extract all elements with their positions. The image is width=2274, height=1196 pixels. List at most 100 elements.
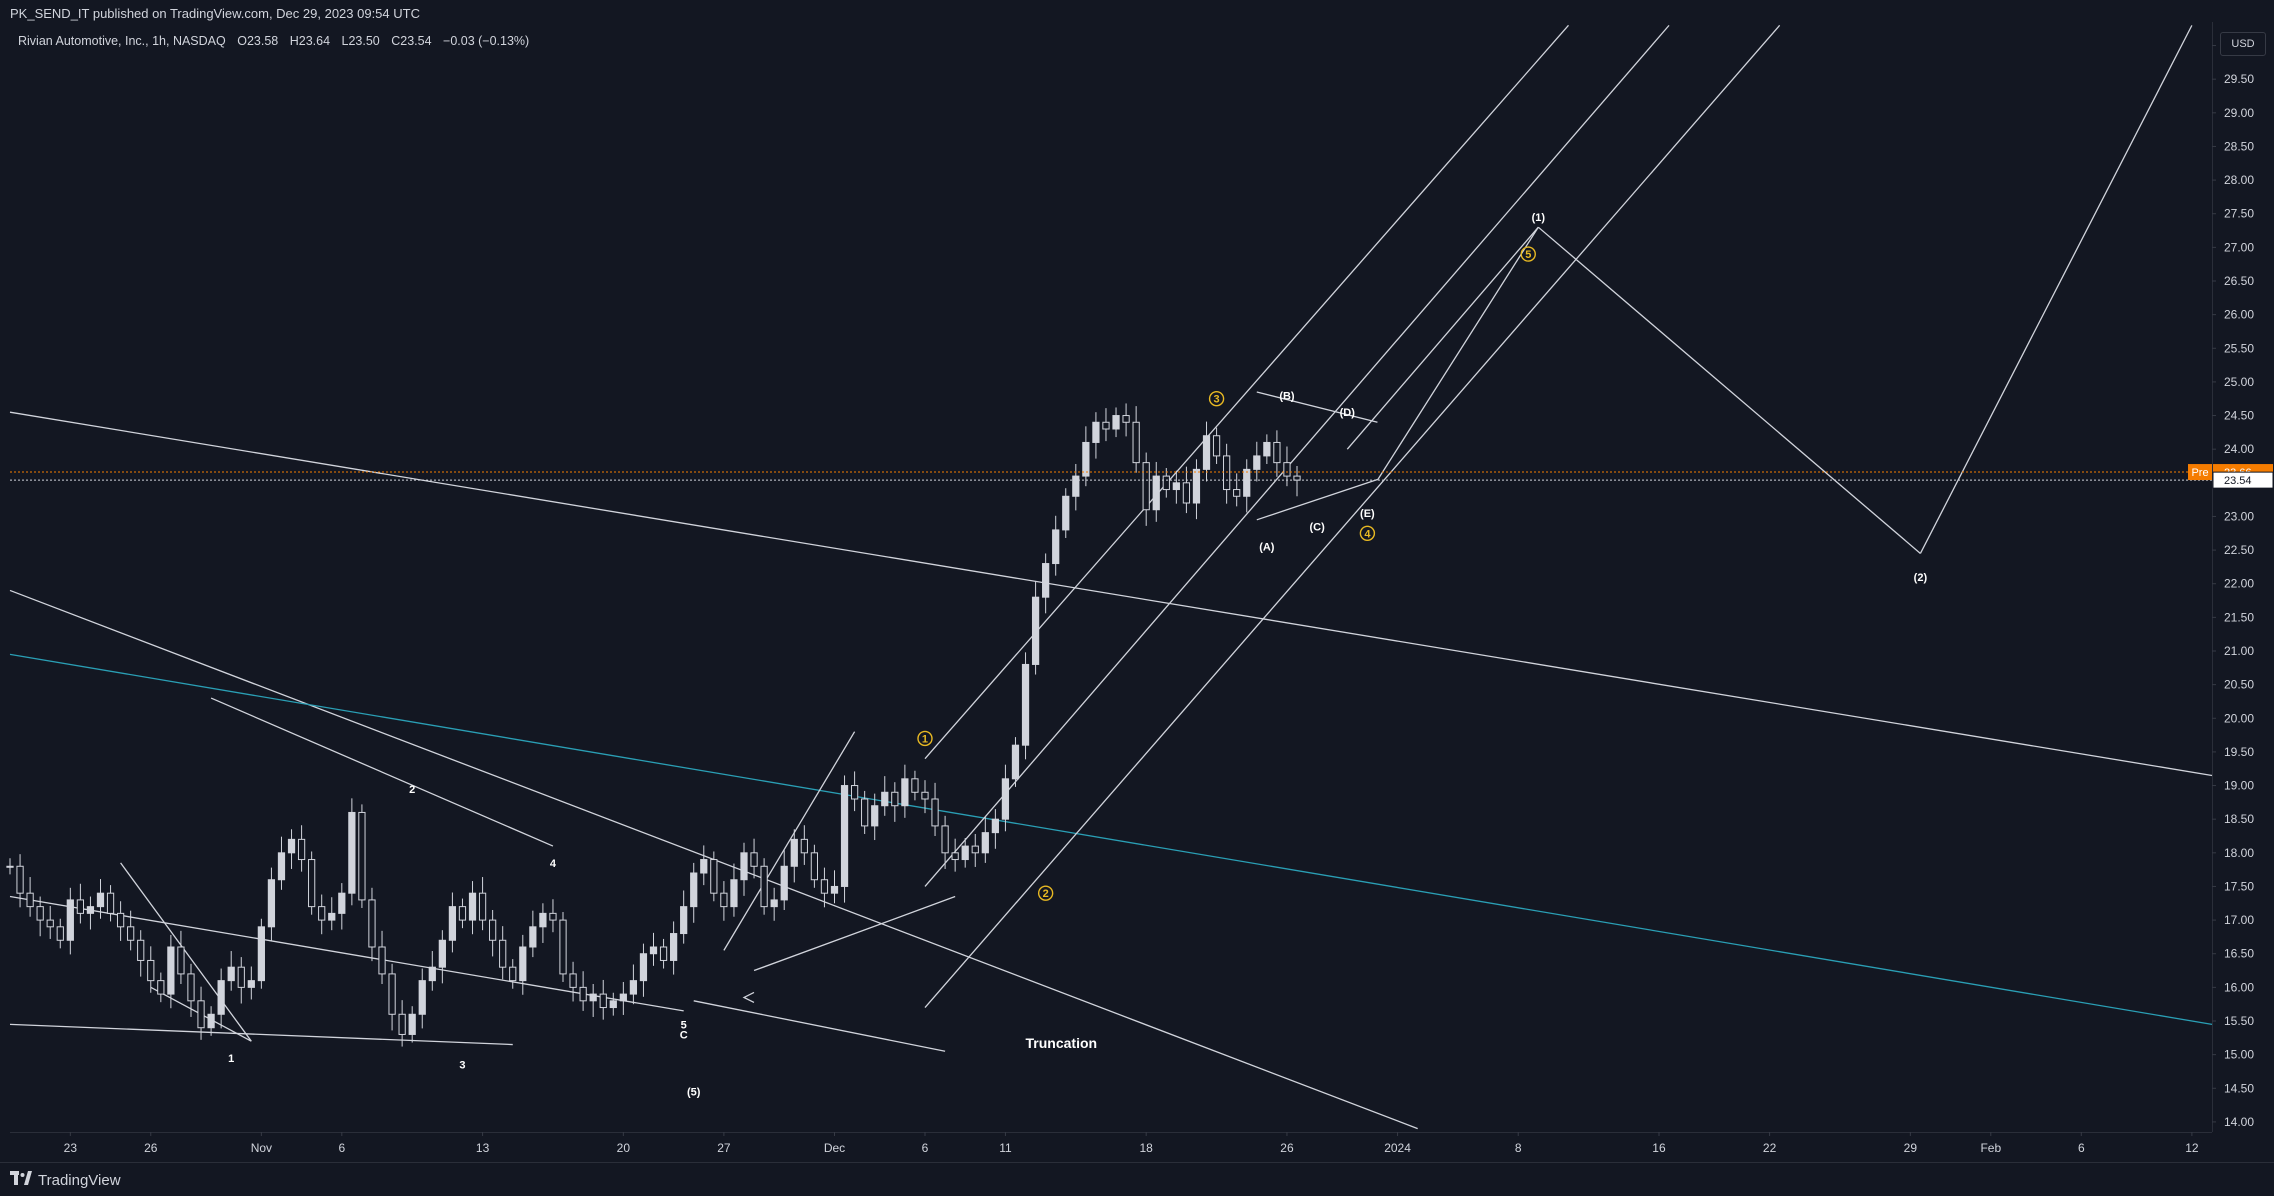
- candle-body: [659, 946, 668, 961]
- candle-body: [871, 805, 879, 827]
- x-axis-ticks: 23 26 Nov 6 13 20 27 Dec 6 11 18 26 2024 8 16 22 29 Feb 6 1…: [64, 1132, 2199, 1155]
- price-lines: [10, 471, 2212, 481]
- time-axis[interactable]: [10, 1132, 2212, 1163]
- candle-body: [1072, 475, 1080, 497]
- wave-label: (B): [1279, 390, 1295, 402]
- candle-body: [921, 791, 929, 800]
- wave-label: (E): [1360, 508, 1375, 520]
- x-tick-label: 6: [922, 1141, 929, 1155]
- candle-body: [1212, 435, 1221, 457]
- candle-body: [981, 832, 989, 854]
- x-tick-label: 26: [1280, 1141, 1294, 1155]
- candle-body: [1082, 441, 1090, 477]
- y-tick-label: 24.50: [2224, 409, 2254, 423]
- y-tick-label: 19.50: [2224, 745, 2254, 759]
- y-tick-label: 21.50: [2224, 610, 2254, 624]
- symbol-legend: Rivian Automotive, Inc., 1h, NASDAQ O23.…: [18, 34, 537, 48]
- x-tick-label: 22: [1763, 1141, 1777, 1155]
- candle-body: [378, 946, 386, 975]
- candle-body: [901, 778, 909, 807]
- candle-body: [720, 892, 728, 908]
- candle-body: [549, 912, 557, 921]
- candle-body: [760, 865, 768, 908]
- candle-body: [569, 973, 577, 988]
- proj-up: [1919, 25, 2193, 554]
- candle-body: [1253, 455, 1261, 470]
- x-tick-label: Feb: [1980, 1141, 2001, 1155]
- y-tick-label: 16.00: [2224, 980, 2254, 994]
- y-tick-label: 23.00: [2224, 509, 2254, 523]
- candle-body: [247, 980, 255, 988]
- candle-body: [418, 980, 426, 1015]
- candle-body: [76, 899, 85, 914]
- wave-label: (5): [687, 1087, 701, 1099]
- wave-label: 3: [1214, 394, 1220, 406]
- x-tick-label: 16: [1652, 1141, 1666, 1155]
- pre-label: Pre: [2191, 467, 2208, 479]
- candle-body: [669, 933, 678, 961]
- candle-body: [1243, 468, 1251, 497]
- candle-body: [86, 906, 95, 914]
- y-tick-label: 17.00: [2224, 913, 2254, 927]
- small-chan-1: [120, 862, 252, 1042]
- candle-body: [438, 939, 446, 968]
- tradingview-logo[interactable]: TradingView: [10, 1171, 121, 1189]
- y-tick-label: 29.50: [2224, 72, 2254, 86]
- candle-body: [539, 912, 547, 928]
- candle-body: [177, 946, 185, 975]
- candle-body: [66, 899, 74, 941]
- truncation-arrow-icon: [742, 991, 755, 1004]
- candle-body: [368, 899, 376, 948]
- wave-label: C: [680, 1029, 688, 1041]
- candle-body: [790, 838, 798, 867]
- candle-body: [1192, 468, 1201, 504]
- annotation-truncation: Truncation: [1026, 1035, 1098, 1051]
- price-axis[interactable]: [2212, 22, 2274, 1132]
- candle-body: [197, 1000, 205, 1029]
- wave-label: (A): [1259, 542, 1275, 554]
- chart-canvas[interactable]: 14.00 14.50 15.00 15.50 16.00 16.50 17.00 17.50…: [0, 22, 2274, 1162]
- candle-body: [1011, 744, 1020, 780]
- triangle-upper: [1256, 391, 1378, 423]
- wave-label: (1): [1532, 212, 1546, 224]
- y-axis-ticks: 14.00 14.50 15.00 15.50 16.00 16.50 17.00 17.50…: [2212, 39, 2254, 1129]
- candle-body: [308, 859, 316, 908]
- candle-body: [6, 865, 14, 868]
- candle-body: [287, 838, 296, 854]
- candle-body: [297, 838, 306, 861]
- y-tick-label: 18.50: [2224, 812, 2254, 826]
- candle-body: [448, 906, 457, 941]
- candle-body: [46, 919, 54, 928]
- candle-body: [489, 919, 497, 941]
- truncation-line: [693, 1000, 946, 1052]
- x-tick-label: 8: [1515, 1141, 1522, 1155]
- candle-body: [1182, 482, 1191, 504]
- teal-trendline: [9, 653, 2213, 1026]
- candle-body: [227, 966, 235, 982]
- pre-label-badge: [2188, 464, 2212, 481]
- legend-change: −0.03 (−0.13%): [443, 34, 530, 48]
- candle-body: [529, 926, 537, 948]
- candle-body: [96, 892, 105, 908]
- candle-body: [951, 852, 959, 861]
- candle-body: [398, 1013, 406, 1035]
- candle-body: [358, 811, 366, 901]
- wave-label: 4: [550, 858, 557, 870]
- candle-body: [147, 959, 155, 982]
- y-tick-label: 28.00: [2224, 173, 2254, 187]
- y-tick-label: 28.50: [2224, 139, 2254, 153]
- currency-button[interactable]: USD: [2220, 32, 2266, 56]
- legend-open: O23.58: [237, 34, 279, 48]
- candle-body: [318, 906, 326, 921]
- legend-symbol: Rivian Automotive, Inc., 1h, NASDAQ: [18, 34, 226, 48]
- candle-body: [1112, 415, 1120, 430]
- candle-body: [137, 939, 145, 961]
- main-channel-lower: [924, 24, 1781, 1008]
- tradingview-logo-icon: [10, 1171, 32, 1189]
- candle-body: [780, 865, 788, 901]
- wave-circle: [1520, 246, 1536, 262]
- candle-body: [478, 892, 487, 921]
- candle-body: [830, 885, 839, 894]
- candle-body: [499, 939, 507, 968]
